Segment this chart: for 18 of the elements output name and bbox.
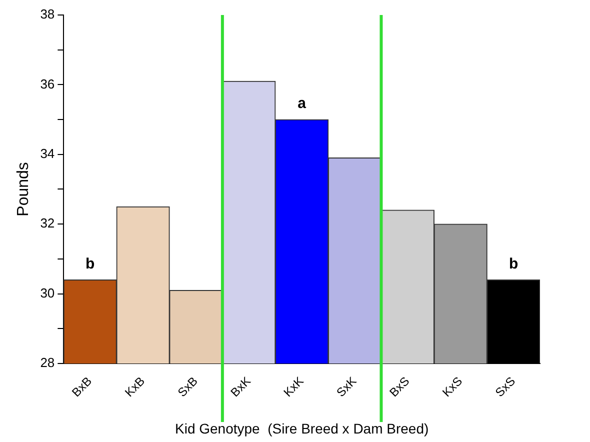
y-axis-title: Pounds — [15, 162, 32, 216]
x-tick-label: KxB — [122, 374, 148, 400]
y-tick-label: 28 — [40, 355, 55, 370]
x-tick-label: SxS — [492, 374, 518, 400]
x-tick-label: SxK — [334, 374, 360, 400]
x-tick-label: BxS — [386, 374, 412, 400]
y-tick-label: 30 — [40, 285, 55, 300]
x-tick-label: SxB — [174, 374, 200, 400]
annotation: a — [298, 95, 307, 112]
x-tick-label: KxS — [440, 374, 466, 400]
x-axis-title: Kid Genotype (Sire Breed x Dam Breed) — [174, 420, 429, 436]
x-tick-label: BxB — [69, 374, 95, 400]
annotation: b — [86, 255, 95, 272]
y-tick-label: 36 — [40, 76, 55, 92]
y-tick-label: 38 — [40, 6, 55, 22]
y-tick-label: 32 — [40, 216, 55, 231]
annotation: b — [508, 255, 518, 272]
y-tick-label: 34 — [40, 146, 55, 161]
